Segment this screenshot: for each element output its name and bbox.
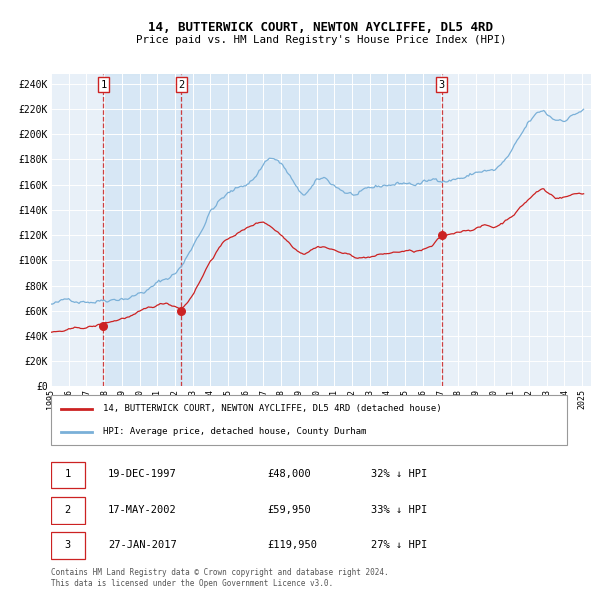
Text: 27% ↓ HPI: 27% ↓ HPI [371,540,427,550]
Bar [103,74,181,386]
Point [437,231,446,240]
Text: 19-DEC-1997: 19-DEC-1997 [108,470,176,479]
Text: 2: 2 [64,505,71,514]
Text: £59,950: £59,950 [268,505,311,514]
Text: 27-JAN-2017: 27-JAN-2017 [108,540,176,550]
Text: 14, BUTTERWICK COURT, NEWTON AYCLIFFE, DL5 4RD (detached house): 14, BUTTERWICK COURT, NEWTON AYCLIFFE, D… [103,404,441,414]
Text: 3: 3 [439,80,445,90]
Text: £119,950: £119,950 [268,540,318,550]
FancyBboxPatch shape [51,461,85,489]
Text: 17-MAY-2002: 17-MAY-2002 [108,505,176,514]
Text: 32% ↓ HPI: 32% ↓ HPI [371,470,427,479]
Text: This data is licensed under the Open Government Licence v3.0.: This data is licensed under the Open Gov… [51,579,333,588]
Text: 1: 1 [64,470,71,479]
Bar [181,74,442,386]
Text: Price paid vs. HM Land Registry's House Price Index (HPI): Price paid vs. HM Land Registry's House … [136,35,506,45]
FancyBboxPatch shape [51,532,85,559]
Text: HPI: Average price, detached house, County Durham: HPI: Average price, detached house, Coun… [103,427,366,437]
Text: 1: 1 [100,80,107,90]
Text: 14, BUTTERWICK COURT, NEWTON AYCLIFFE, DL5 4RD: 14, BUTTERWICK COURT, NEWTON AYCLIFFE, D… [149,21,493,34]
Text: Contains HM Land Registry data © Crown copyright and database right 2024.: Contains HM Land Registry data © Crown c… [51,568,389,576]
FancyBboxPatch shape [51,497,85,524]
Point [98,321,108,330]
Text: £48,000: £48,000 [268,470,311,479]
FancyBboxPatch shape [51,395,567,445]
Text: 2: 2 [178,80,185,90]
Text: 33% ↓ HPI: 33% ↓ HPI [371,505,427,514]
Text: 3: 3 [64,540,71,550]
Point [176,306,186,316]
